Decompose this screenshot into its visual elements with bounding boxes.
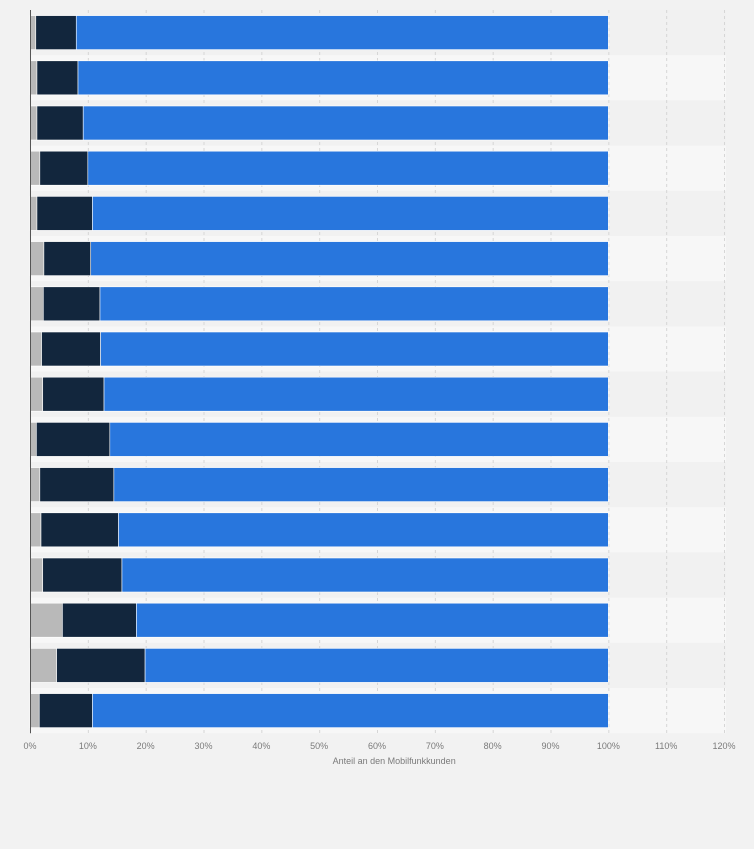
bar-segment bbox=[29, 331, 42, 367]
bar-segment bbox=[87, 150, 609, 186]
x-tick-label: 0% bbox=[23, 741, 36, 751]
bar-segment bbox=[29, 512, 42, 548]
bar-segment bbox=[77, 60, 609, 96]
bar-segment bbox=[39, 150, 89, 186]
bar-segment bbox=[99, 286, 609, 322]
bar-segment bbox=[82, 105, 609, 141]
bar-segment bbox=[29, 467, 41, 502]
bar-segment bbox=[29, 150, 41, 186]
x-tick-label: 90% bbox=[541, 741, 559, 751]
bar-segment bbox=[29, 196, 38, 231]
bar-segment bbox=[62, 602, 137, 638]
x-axis-title: Anteil an den Mobilfunkkunden bbox=[333, 756, 456, 766]
bar-segment bbox=[29, 286, 44, 322]
bar-segment bbox=[36, 422, 111, 457]
x-tick-label: 80% bbox=[484, 741, 502, 751]
bar-segment bbox=[42, 557, 123, 593]
bar-segment bbox=[75, 15, 609, 50]
bar-segment bbox=[109, 422, 609, 457]
bar-segment bbox=[40, 512, 119, 548]
x-tick-label: 100% bbox=[597, 741, 620, 751]
x-tick-label: 20% bbox=[137, 741, 155, 751]
bar-segment bbox=[121, 557, 609, 593]
bar-segment bbox=[36, 60, 79, 96]
bar-segment bbox=[92, 693, 609, 728]
x-tick-label: 50% bbox=[310, 741, 328, 751]
x-tick-label: 110% bbox=[655, 741, 677, 751]
bar-segment bbox=[39, 467, 115, 502]
bar-segment bbox=[29, 241, 45, 276]
bar-segment bbox=[92, 196, 609, 231]
bar-segment bbox=[36, 105, 84, 141]
x-tick-label: 120% bbox=[712, 741, 735, 751]
bar-segment bbox=[56, 648, 146, 683]
bar-segment bbox=[43, 241, 92, 276]
x-tick-label: 60% bbox=[368, 741, 386, 751]
bar-segment bbox=[29, 105, 38, 141]
x-tick-label: 30% bbox=[194, 741, 212, 751]
bar-segment bbox=[41, 331, 101, 367]
bar-segment bbox=[29, 557, 44, 593]
bar-segment bbox=[42, 376, 105, 412]
bar-segment bbox=[43, 286, 101, 322]
bar-segment bbox=[144, 648, 609, 683]
bar-segment bbox=[29, 602, 63, 638]
x-tick-label: 10% bbox=[79, 741, 97, 751]
bar-segment bbox=[118, 512, 609, 548]
bar-segment bbox=[90, 241, 609, 276]
bar-segment bbox=[113, 467, 609, 502]
bar-segment bbox=[100, 331, 609, 367]
bar-segment bbox=[136, 602, 609, 638]
bar-segment bbox=[29, 693, 40, 728]
bar-segment bbox=[29, 376, 44, 412]
bar-segment bbox=[36, 196, 93, 231]
x-tick-label: 40% bbox=[252, 741, 270, 751]
bar-segment bbox=[35, 15, 77, 50]
bar-segment bbox=[103, 376, 609, 412]
bar-segment bbox=[29, 648, 57, 683]
x-tick-label: 70% bbox=[426, 741, 444, 751]
bar-segment bbox=[29, 60, 38, 96]
bar-segment bbox=[38, 693, 93, 728]
